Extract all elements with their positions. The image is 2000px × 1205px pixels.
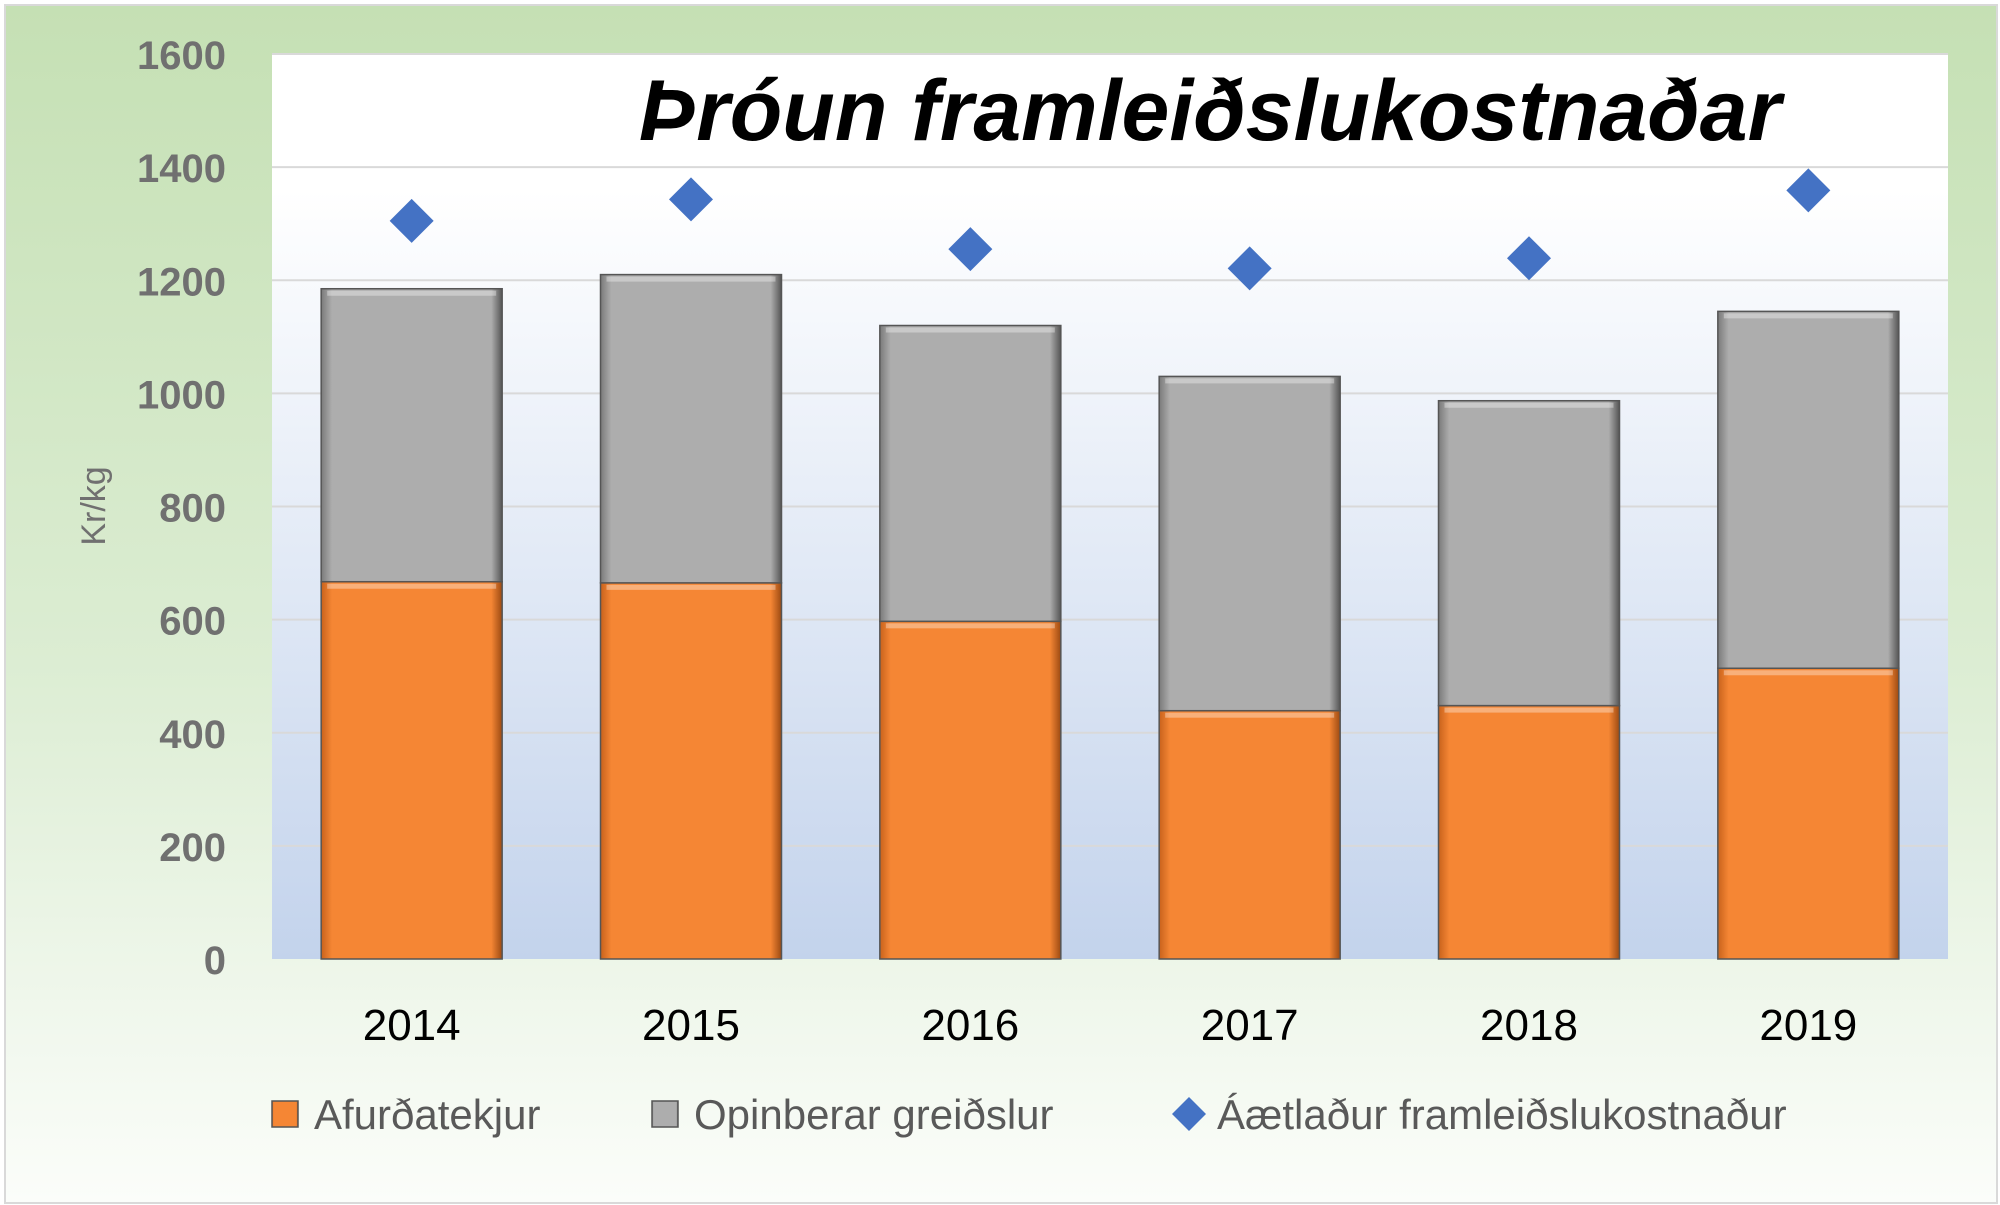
bar-highlight <box>885 327 1055 333</box>
y-tick-label: 200 <box>159 826 226 870</box>
bar-highlight <box>606 584 776 590</box>
y-tick-label: 1600 <box>137 34 226 78</box>
x-tick-label: 2017 <box>1201 1001 1299 1050</box>
bar-highlight <box>327 583 497 589</box>
bar-opinberar-2018 <box>1437 399 1621 707</box>
legend-swatch-1 <box>651 1100 679 1128</box>
y-tick-label: 800 <box>159 487 226 531</box>
y-tick-label: 1000 <box>137 373 226 417</box>
bar-opinberar-2019 <box>1717 310 1900 670</box>
bar-highlight <box>1444 707 1614 713</box>
bar-opinberar-2015 <box>599 273 783 584</box>
bar-highlight <box>885 623 1055 629</box>
point-2018 <box>1507 236 1551 281</box>
bar-highlight <box>1723 313 1893 319</box>
bar-highlight <box>1165 378 1335 384</box>
bar-highlight <box>1444 402 1614 408</box>
chart-title: Þróun framleiðslukostnaðar <box>639 63 1786 159</box>
x-tick-label: 2019 <box>1759 1001 1857 1050</box>
y-tick-label: 0 <box>204 939 226 983</box>
y-tick-label: 1200 <box>137 260 226 304</box>
point-2017 <box>1227 246 1272 291</box>
y-tick-label: 400 <box>159 713 226 757</box>
legend-swatch-0 <box>271 1100 299 1128</box>
bar-afurdatekjur-2019 <box>1717 667 1900 960</box>
y-tick-label: 1400 <box>137 147 226 191</box>
legend-label: Áætlaður framleiðslukostnaður <box>1217 1091 1787 1138</box>
point-2015 <box>669 177 713 222</box>
x-tick-label: 2015 <box>642 1001 740 1050</box>
bar-afurdatekjur-2017 <box>1158 709 1341 960</box>
legend-label: Opinberar greiðslur <box>694 1091 1054 1138</box>
bar-afurdatekjur-2016 <box>879 620 1062 960</box>
bar-highlight <box>606 276 776 282</box>
bar-highlight <box>1723 670 1893 676</box>
bar-afurdatekjur-2014 <box>320 580 503 960</box>
x-tick-label: 2018 <box>1480 1001 1578 1050</box>
bar-afurdatekjur-2015 <box>599 582 783 960</box>
point-2019 <box>1786 168 1831 213</box>
legend-label: Afurðatekjur <box>314 1091 540 1138</box>
y-axis-label: Kr/kg <box>75 466 113 545</box>
point-2016 <box>948 227 993 272</box>
point-2014 <box>389 198 434 243</box>
x-tick-label: 2016 <box>921 1001 1019 1050</box>
legend-diamond-icon <box>1172 1097 1206 1131</box>
bar-highlight <box>327 290 497 296</box>
x-tick-label: 2014 <box>363 1001 461 1050</box>
bar-afurdatekjur-2018 <box>1437 704 1621 960</box>
bar-opinberar-2017 <box>1158 375 1341 712</box>
bar-opinberar-2016 <box>879 324 1062 623</box>
y-tick-label: 600 <box>159 600 226 644</box>
bar-opinberar-2014 <box>320 287 503 583</box>
bar-highlight <box>1165 712 1335 718</box>
